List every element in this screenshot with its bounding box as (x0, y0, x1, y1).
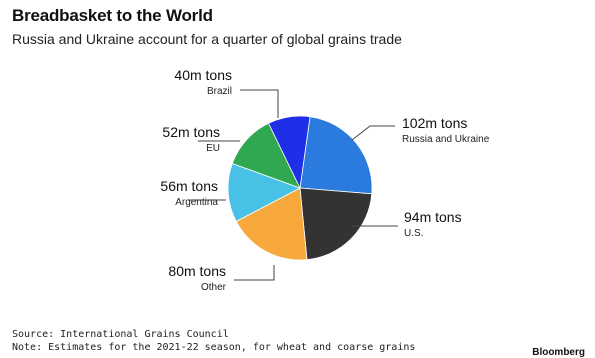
pie-slice-u-s (299, 187, 373, 261)
slice-category-label: U.S. (404, 228, 423, 239)
slice-category-label: Other (201, 282, 227, 293)
pie-slice-argentina (227, 162, 301, 222)
leader-line (240, 89, 279, 118)
slice-category-label: Brazil (207, 86, 232, 97)
slice-category-label: EU (206, 143, 220, 154)
slice-value-label: 94m tons (404, 209, 462, 225)
slice-value-label: 80m tons (168, 263, 226, 279)
slice-value-label: 56m tons (160, 178, 218, 194)
footnote: Note: Estimates for the 2021-22 season, … (12, 342, 416, 353)
slice-category-label: Argentina (175, 197, 218, 208)
leader-line (351, 125, 395, 141)
pie-slice-russia-and-ukraine (299, 116, 373, 195)
slice-category-label: Russia and Ukraine (402, 134, 490, 145)
brand-logo: Bloomberg (532, 347, 585, 358)
pie-slice-brazil (267, 115, 311, 190)
slice-value-label: 40m tons (174, 67, 232, 83)
chart-subtitle: Russia and Ukraine account for a quarter… (12, 31, 402, 47)
slice-value-label: 102m tons (402, 115, 467, 131)
slice-value-label: 52m tons (162, 124, 220, 140)
source-note: Source: International Grains Council (12, 329, 229, 340)
chart-title: Breadbasket to the World (12, 6, 213, 25)
pie-slice-other (235, 187, 308, 261)
leader-line (234, 265, 275, 281)
